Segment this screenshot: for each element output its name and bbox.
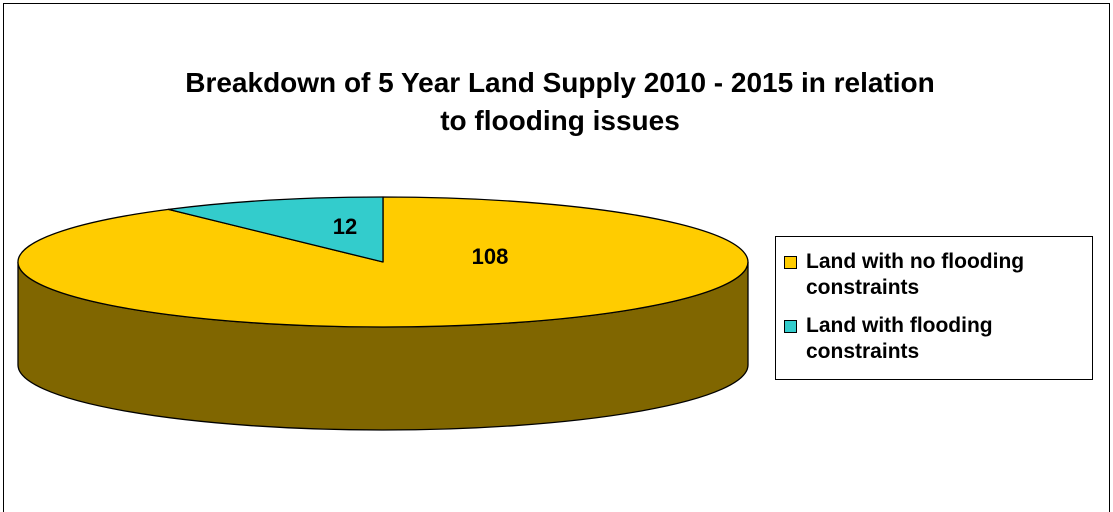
legend-label-flooding-line-1: Land with flooding [806,314,993,337]
legend-swatch-flooding [784,320,797,333]
legend-swatch-no-flooding [784,256,797,269]
pie-value-label-1: 12 [333,214,357,239]
pie-label-group: 108 12 [333,214,509,269]
pie-top-group [17,196,749,328]
legend-label-no-flooding-line-2: constraints [806,276,920,299]
pie-value-label-0: 108 [472,244,509,269]
legend-entry-no-flooding: Land with no flooding constraints [784,249,1092,301]
legend-label-no-flooding-line-1: Land with no flooding [806,250,1025,273]
chart-title-line-2: to flooding issues [440,105,680,136]
chart-title-line-1: Breakdown of 5 Year Land Supply 2010 - 2… [185,67,935,98]
legend: Land with no flooding constraints Land w… [775,236,1093,380]
legend-label-flooding-line-2: constraints [806,340,920,363]
legend-entry-flooding: Land with flooding constraints [784,313,1092,365]
pie-slice-1 [167,196,384,263]
chart-title: Breakdown of 5 Year Land Supply 2010 - 2… [60,64,1060,140]
